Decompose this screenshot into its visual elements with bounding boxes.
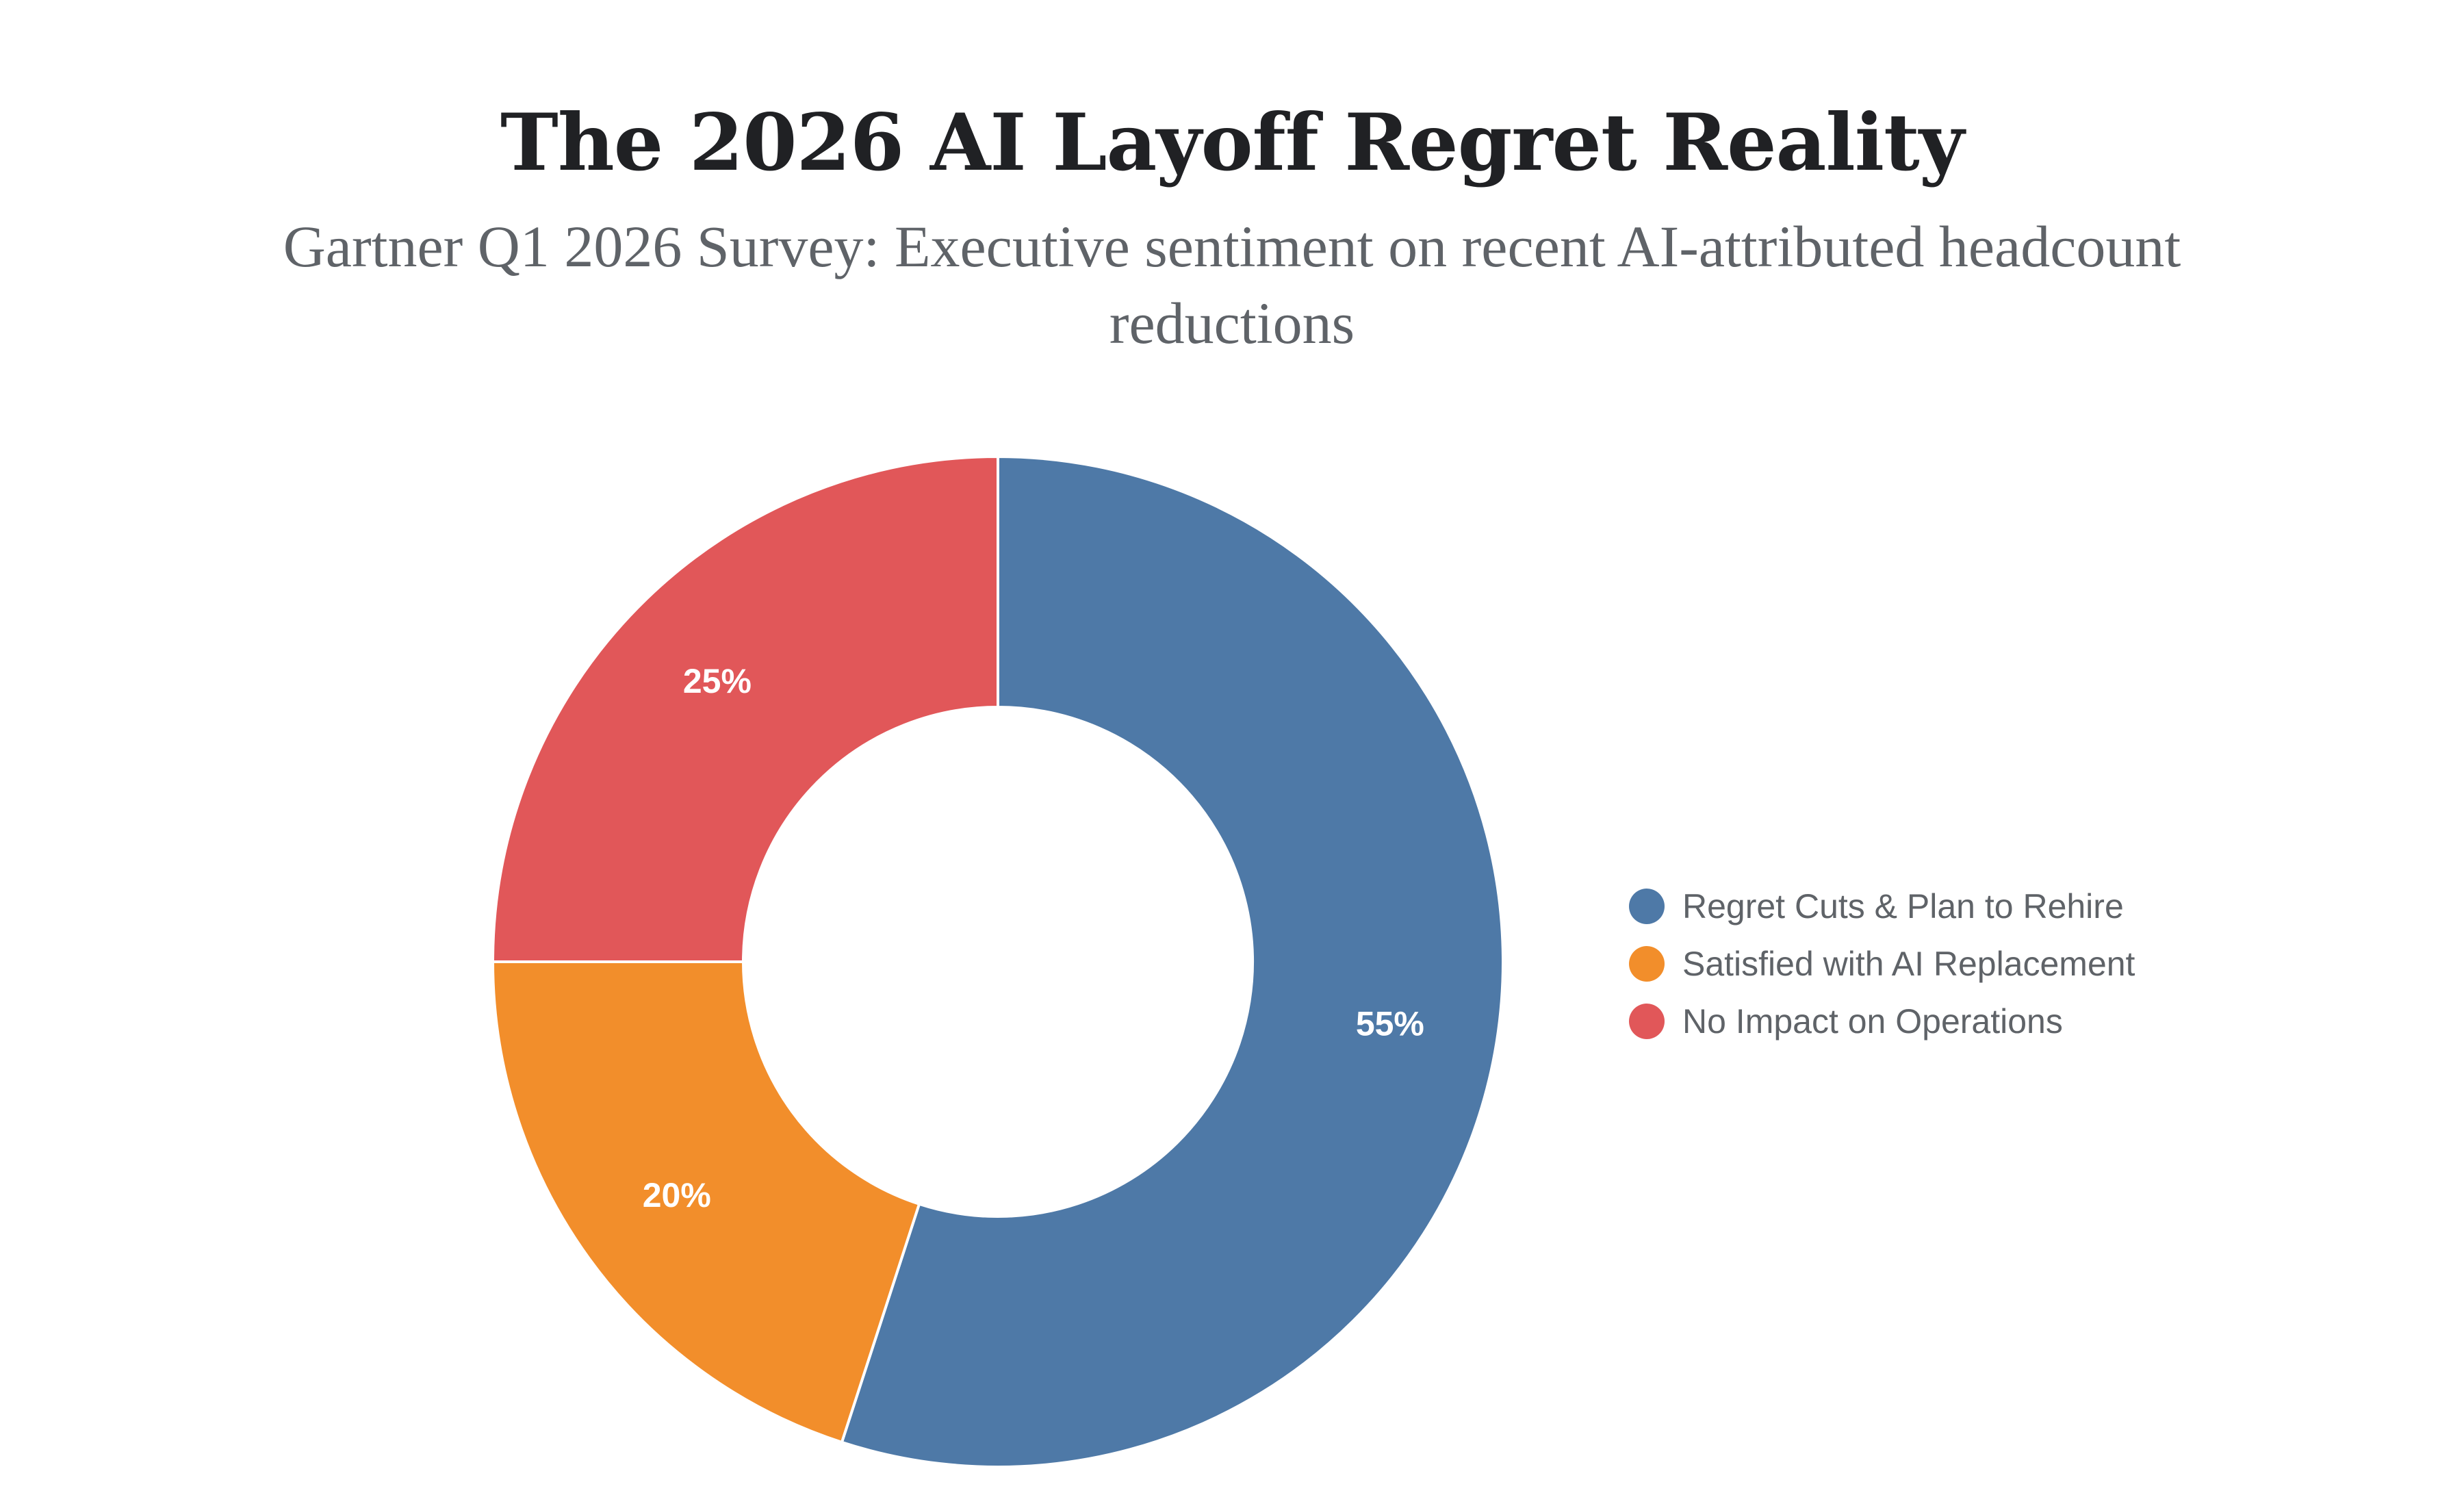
chart-title: The 2026 AI Layoff Regret Reality <box>500 97 1964 188</box>
slice-label-satisfied: 20% <box>643 1176 711 1214</box>
legend-item-satisfied[interactable]: Satisfied with AI Replacement <box>1629 935 2135 993</box>
legend-label-satisfied: Satisfied with AI Replacement <box>1682 945 2135 983</box>
donut-slice-labels: 55% 20% 25% <box>643 662 1424 1214</box>
legend-item-regret[interactable]: Regret Cuts & Plan to Rehire <box>1629 878 2135 935</box>
chart-header: The 2026 AI Layoff Regret Reality Gartne… <box>0 96 2464 361</box>
slice-satisfied[interactable] <box>491 960 921 1444</box>
legend-swatch-satisfied <box>1629 946 1665 982</box>
legend-swatch-regret <box>1629 889 1665 924</box>
legend-label-regret: Regret Cuts & Plan to Rehire <box>1682 887 2124 926</box>
legend-swatch-no-impact <box>1629 1004 1665 1039</box>
slice-label-no-impact: 25% <box>683 662 752 700</box>
slice-no-impact[interactable] <box>491 455 999 963</box>
donut-slices <box>491 455 1504 1468</box>
legend-item-no-impact[interactable]: No Impact on Operations <box>1629 993 2135 1050</box>
chart-subtitle: Gartner Q1 2026 Survey: Executive sentim… <box>283 213 2181 356</box>
chart-legend: Regret Cuts & Plan to Rehire Satisfied w… <box>1629 878 2135 1050</box>
slice-regret[interactable] <box>840 455 1504 1468</box>
legend-label-no-impact: No Impact on Operations <box>1682 1002 2063 1041</box>
slice-label-regret: 55% <box>1356 1005 1424 1043</box>
